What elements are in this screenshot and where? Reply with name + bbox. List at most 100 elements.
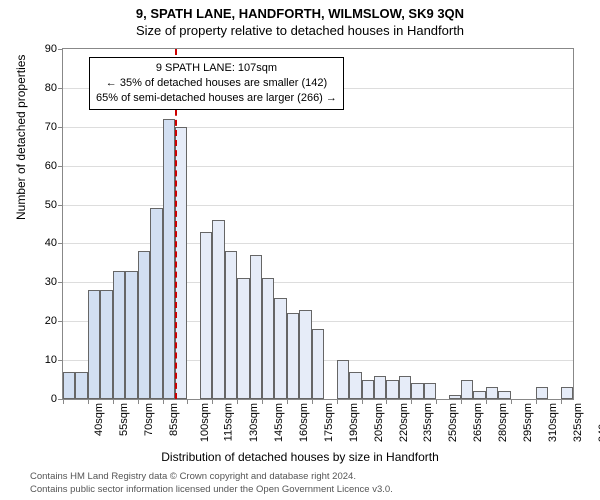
histogram-bar [449,395,461,399]
x-tick-label: 115sqm [223,403,235,441]
histogram-bar [150,208,162,399]
footer-line2: Contains public sector information licen… [30,484,393,496]
histogram-bar [250,255,262,399]
histogram-bar [63,372,75,399]
grid-line [63,243,573,244]
grid-line [63,205,573,206]
y-tick-label: 50 [45,199,63,211]
x-tick-mark [436,399,437,404]
x-tick-mark [561,399,562,404]
x-tick-label: 160sqm [298,403,310,442]
x-tick-label: 310sqm [547,403,559,442]
x-tick-mark [312,399,313,404]
x-tick-label: 220sqm [398,403,410,442]
histogram-bar [337,360,349,399]
x-tick-label: 40sqm [93,403,105,436]
histogram-bar [274,298,286,399]
x-tick-label: 265sqm [472,403,484,442]
y-tick-label: 10 [45,354,63,366]
histogram-bar [561,387,573,399]
histogram-bar [212,220,224,399]
y-tick-label: 80 [45,82,63,94]
histogram-bar [200,232,212,399]
histogram-bar [75,372,87,399]
x-tick-mark [486,399,487,404]
annotation-box: 9 SPATH LANE: 107sqm ← 35% of detached h… [89,57,344,110]
histogram-bar [88,290,100,399]
histogram-bar [100,290,112,399]
chart-title-line2: Size of property relative to detached ho… [0,21,600,38]
x-tick-label: 130sqm [248,403,260,442]
grid-line [63,166,573,167]
x-tick-label: 55sqm [118,403,130,436]
plot-area: 010203040506070809040sqm55sqm70sqm85sqm1… [62,48,574,400]
histogram-bar [424,383,436,399]
x-tick-label: 100sqm [199,403,211,442]
histogram-bar [362,380,374,399]
histogram-bar [163,119,175,399]
x-tick-mark [337,399,338,404]
x-tick-label: 250sqm [447,403,459,442]
y-axis-label: Number of detached properties [14,55,28,220]
x-tick-label: 175sqm [323,403,335,442]
y-tick-label: 0 [51,393,63,405]
histogram-bar [399,376,411,399]
histogram-bar [262,278,274,399]
histogram-bar [312,329,324,399]
histogram-bar [473,391,485,399]
x-tick-label: 325sqm [572,403,584,442]
chart-container: 9, SPATH LANE, HANDFORTH, WILMSLOW, SK9 … [0,0,600,500]
histogram-bar [287,313,299,399]
grid-line [63,127,573,128]
histogram-bar [113,271,125,399]
x-tick-label: 190sqm [348,403,360,442]
histogram-bar [349,372,361,399]
footer-attribution: Contains HM Land Registry data © Crown c… [30,471,393,496]
x-tick-mark [511,399,512,404]
x-tick-label: 280sqm [497,403,509,442]
annotation-line1: 9 SPATH LANE: 107sqm [96,61,337,76]
histogram-bar [498,391,510,399]
x-tick-label: 145sqm [273,403,285,442]
x-tick-label: 85sqm [168,403,180,436]
histogram-bar [299,310,311,399]
histogram-bar [411,383,423,399]
histogram-bar [386,380,398,399]
x-tick-mark [113,399,114,404]
annotation-line2: ← 35% of detached houses are smaller (14… [96,76,337,91]
x-tick-label: 70sqm [143,403,155,436]
histogram-bar [225,251,237,399]
y-tick-label: 30 [45,276,63,288]
x-tick-label: 295sqm [522,403,534,442]
y-tick-label: 70 [45,121,63,133]
histogram-bar [138,251,150,399]
histogram-bar [536,387,548,399]
x-tick-mark [187,399,188,404]
x-tick-mark [536,399,537,404]
chart-title-line1: 9, SPATH LANE, HANDFORTH, WILMSLOW, SK9 … [0,0,600,21]
x-tick-mark [138,399,139,404]
x-tick-mark [63,399,64,404]
x-tick-mark [88,399,89,404]
histogram-bar [374,376,386,399]
x-tick-mark [461,399,462,404]
x-tick-mark [386,399,387,404]
histogram-bar [125,271,137,399]
footer-line1: Contains HM Land Registry data © Crown c… [30,471,393,483]
histogram-bar [461,380,473,399]
y-tick-label: 40 [45,237,63,249]
x-tick-mark [237,399,238,404]
x-tick-mark [262,399,263,404]
annotation-line3: 65% of semi-detached houses are larger (… [96,91,337,106]
x-tick-mark [411,399,412,404]
y-tick-label: 20 [45,315,63,327]
y-tick-label: 90 [45,43,63,55]
histogram-bar [486,387,498,399]
x-axis-label: Distribution of detached houses by size … [0,450,600,464]
x-tick-mark [163,399,164,404]
y-tick-label: 60 [45,160,63,172]
histogram-bar [237,278,249,399]
x-tick-mark [362,399,363,404]
x-tick-label: 235sqm [423,403,435,442]
x-tick-label: 205sqm [373,403,385,442]
